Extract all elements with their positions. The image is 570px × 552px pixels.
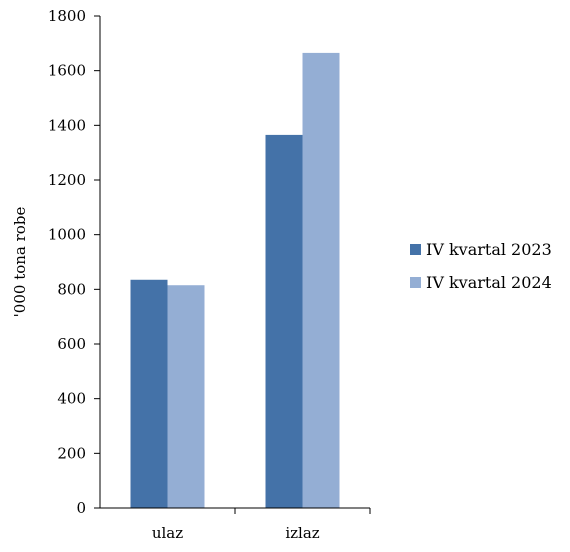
bar-izlaz-1 (265, 134, 303, 508)
legend-swatch-1 (410, 244, 421, 255)
x-tick-label-izlaz: izlaz (285, 524, 319, 542)
bars (130, 52, 340, 509)
y-tick-label: 1800 (48, 7, 86, 25)
x-tick-label-ulaz: ulaz (152, 524, 183, 542)
legend-label-2: IV kvartal 2024 (426, 273, 552, 292)
y-tick-label: 400 (57, 390, 86, 408)
y-tick-label: 1600 (48, 62, 86, 80)
y-tick-label: 200 (57, 444, 86, 462)
y-axis-title: '000 tona robe (11, 207, 29, 318)
y-tick-label: 1000 (48, 226, 86, 244)
bar-ulaz-2 (167, 285, 205, 508)
y-tick-label: 600 (57, 335, 86, 353)
bar-izlaz-2 (302, 52, 340, 509)
y-tick-label: 1200 (48, 171, 86, 189)
y-tick-label: 1400 (48, 116, 86, 134)
legend-swatch-2 (410, 277, 421, 288)
legend: IV kvartal 2023 IV kvartal 2024 (410, 240, 552, 292)
y-tick-label: 0 (76, 499, 86, 517)
y-axis-ticks: 0 200 400 600 800 1000 1200 1400 1600 1800 (48, 7, 100, 517)
y-tick-label: 800 (57, 280, 86, 298)
legend-label-1: IV kvartal 2023 (426, 240, 552, 259)
bar-ulaz-1 (130, 279, 168, 508)
x-axis-labels: ulaz izlaz (152, 508, 371, 542)
